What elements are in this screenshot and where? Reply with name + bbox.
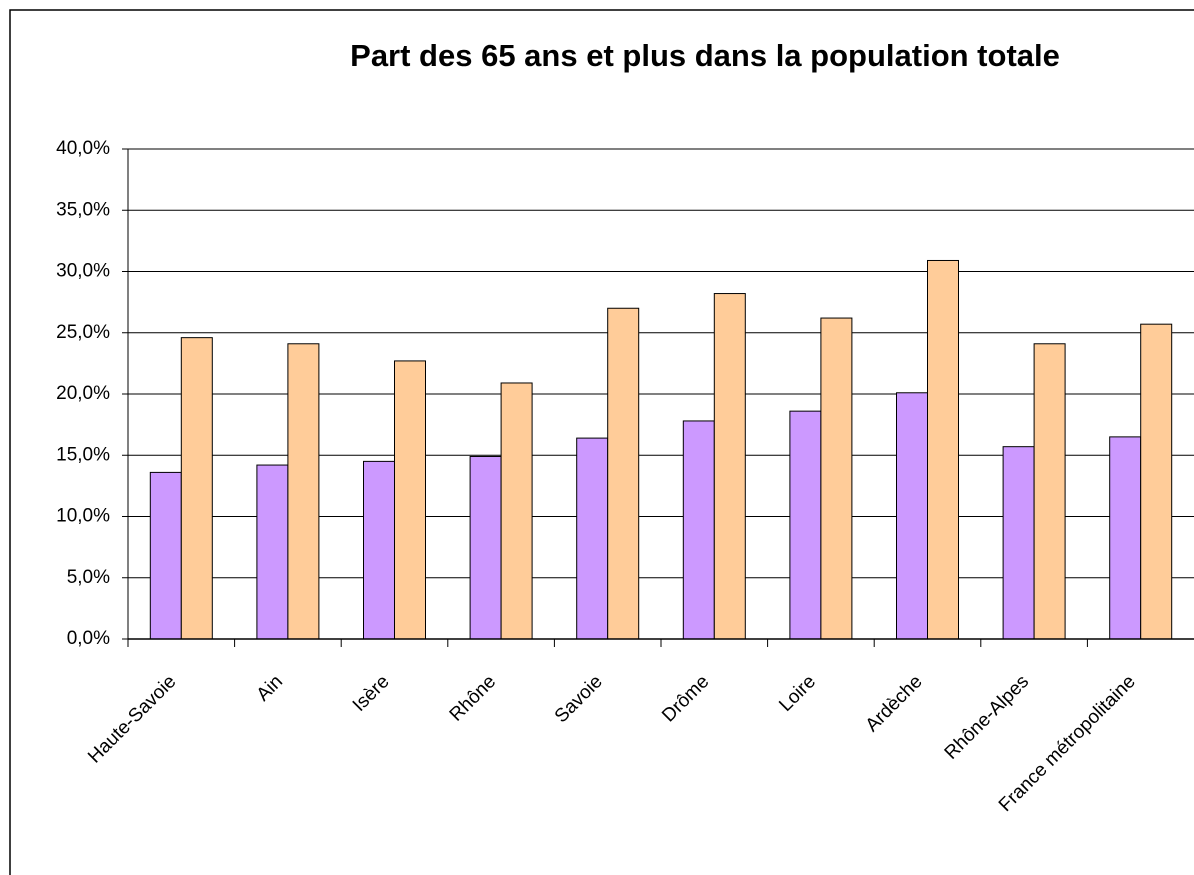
y-tick-label: 5,0% xyxy=(67,567,110,588)
y-tick-label: 30,0% xyxy=(56,261,110,282)
y-tick-label: 25,0% xyxy=(56,322,110,343)
y-tick-label: 35,0% xyxy=(56,199,110,220)
bar xyxy=(820,317,853,640)
bar xyxy=(682,420,715,640)
bar xyxy=(500,382,533,640)
y-tick-label: 40,0% xyxy=(56,138,110,159)
bar xyxy=(789,410,822,640)
y-tick-label: 10,0% xyxy=(56,506,110,527)
bar xyxy=(180,337,213,640)
bar xyxy=(363,460,395,640)
y-tick-label: 15,0% xyxy=(56,444,110,465)
bar xyxy=(607,307,640,640)
bar xyxy=(927,259,959,640)
bar xyxy=(287,343,320,640)
bar xyxy=(149,471,182,640)
y-tick-label: 0,0% xyxy=(67,628,110,649)
chart-title: Part des 65 ans et plus dans la populati… xyxy=(350,38,1060,73)
bar xyxy=(896,392,928,640)
bar xyxy=(713,293,746,640)
bar xyxy=(256,464,289,640)
bar xyxy=(1002,446,1035,640)
bar xyxy=(576,437,609,640)
bar xyxy=(469,455,502,640)
bar xyxy=(1109,436,1142,640)
bar xyxy=(394,360,426,640)
y-tick-label: 20,0% xyxy=(56,383,110,404)
bar xyxy=(1140,323,1173,640)
bar xyxy=(1033,343,1066,640)
